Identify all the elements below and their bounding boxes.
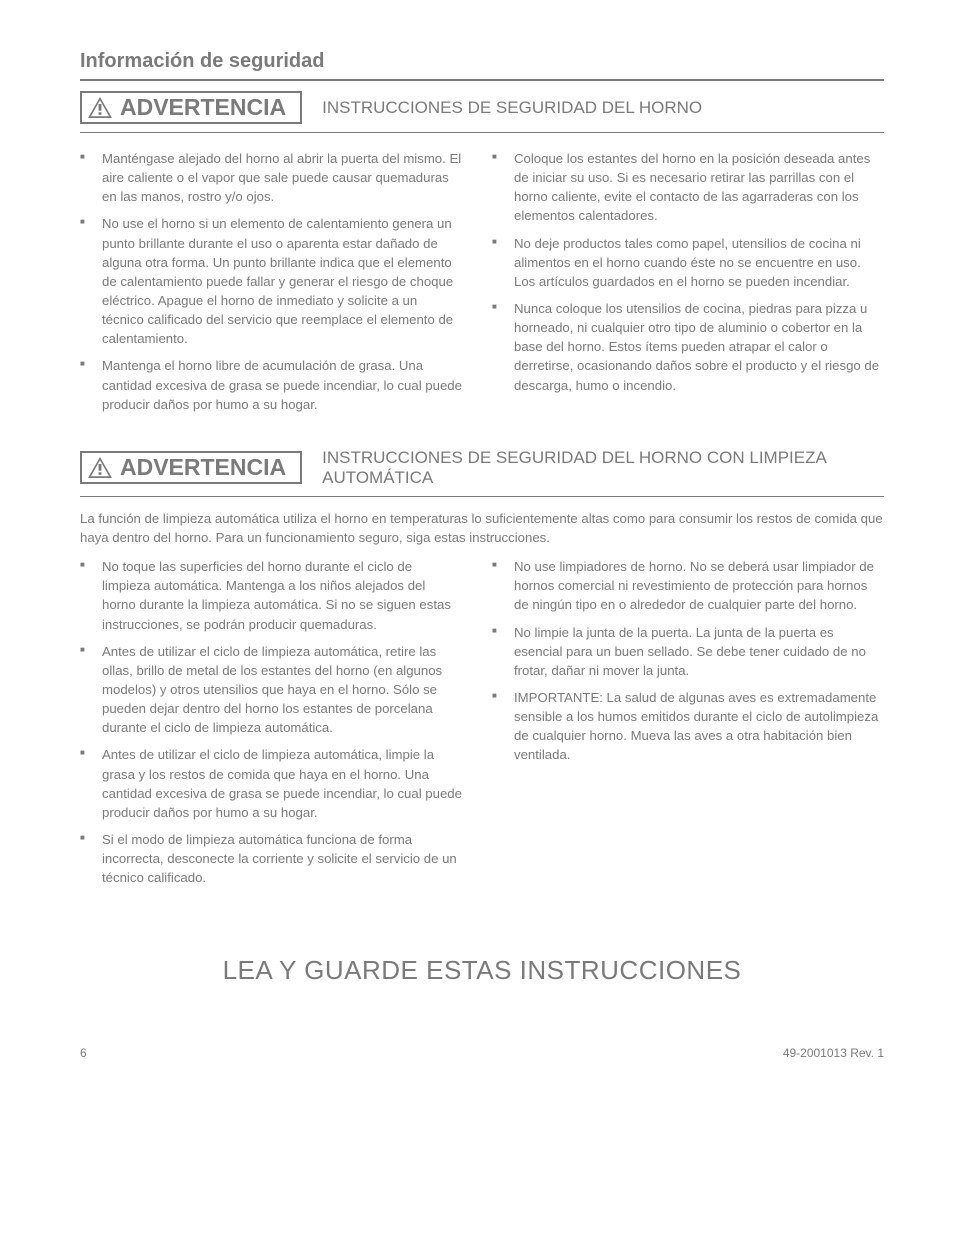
page-number: 6 [80, 1046, 87, 1060]
divider [80, 132, 884, 133]
warning-label: ADVERTENCIA [120, 94, 286, 121]
bullet-list: No use limpiadores de horno. No se deber… [492, 557, 884, 764]
list-item: No limpie la junta de la puerta. La junt… [492, 623, 884, 680]
list-item: Coloque los estantes del horno en la pos… [492, 149, 884, 226]
bullet-list: No toque las superficies del horno duran… [80, 557, 462, 887]
warning-icon [88, 457, 112, 478]
warning-box: ADVERTENCIA [80, 451, 302, 484]
list-item: Antes de utilizar el ciclo de limpieza a… [80, 642, 462, 738]
section-subtitle: INSTRUCCIONES DE SEGURIDAD DEL HORNO CON… [322, 448, 884, 488]
list-item: No toque las superficies del horno duran… [80, 557, 462, 634]
list-item: No use limpiadores de horno. No se deber… [492, 557, 884, 614]
list-item: Nunca coloque los utensilios de cocina, … [492, 299, 884, 395]
intro-text: La función de limpieza automática utiliz… [80, 509, 884, 547]
warning-label: ADVERTENCIA [120, 454, 286, 481]
warning-box: ADVERTENCIA [80, 91, 302, 124]
section-title: Información de seguridad [80, 50, 884, 73]
list-item: Mantenga el horno libre de acumulación d… [80, 356, 462, 413]
list-item: No deje productos tales como papel, uten… [492, 234, 884, 291]
divider [80, 79, 884, 81]
doc-reference: 49-2001013 Rev. 1 [783, 1046, 884, 1060]
bullet-list: Manténgase alejado del horno al abrir la… [80, 149, 462, 414]
divider [80, 496, 884, 497]
bullet-list: Coloque los estantes del horno en la pos… [492, 149, 884, 395]
list-item: No use el horno si un elemento de calent… [80, 214, 462, 348]
save-instructions: LEA Y GUARDE ESTAS INSTRUCCIONES [80, 955, 884, 986]
warning-icon [88, 97, 112, 118]
section-subtitle: INSTRUCCIONES DE SEGURIDAD DEL HORNO [322, 98, 702, 118]
list-item: Antes de utilizar el ciclo de limpieza a… [80, 745, 462, 822]
list-item: IMPORTANTE: La salud de algunas aves es … [492, 688, 884, 765]
list-item: Manténgase alejado del horno al abrir la… [80, 149, 462, 206]
page-footer: 6 49-2001013 Rev. 1 [80, 1046, 884, 1066]
list-item: Si el modo de limpieza automática funcio… [80, 830, 462, 887]
